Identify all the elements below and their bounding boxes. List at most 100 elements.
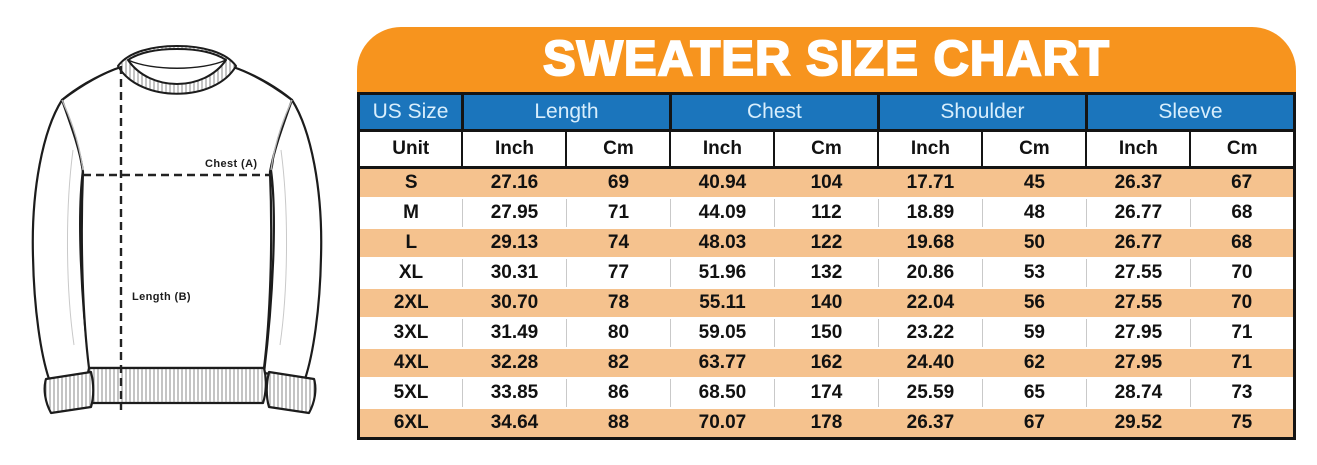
unit-header-cell: Cm <box>773 129 880 169</box>
measurement-cell: 27.55 <box>1086 257 1191 288</box>
measurement-cell: 55.11 <box>670 286 775 320</box>
measurement-cell: 26.37 <box>1086 166 1191 199</box>
measurement-cell: 29.13 <box>462 226 567 259</box>
left-cuff <box>43 370 95 415</box>
size-row: M 27.95 71 44.09 112 18.89 48 26.77 68 <box>358 197 1295 228</box>
size-cell: 6XL <box>358 407 463 440</box>
measurement-cell: 69 <box>566 166 671 199</box>
col-group-chest: Chest <box>668 92 880 132</box>
collar <box>117 45 237 95</box>
measurement-cell: 26.37 <box>878 407 983 440</box>
size-cell: 5XL <box>358 378 463 409</box>
measurement-cell: 122 <box>774 226 879 259</box>
unit-header-cell: Cm <box>981 129 1088 169</box>
cuffs <box>43 370 317 415</box>
unit-header-cell: Unit <box>357 129 464 169</box>
measurement-lines <box>83 66 272 410</box>
measurement-cell: 27.95 <box>1086 318 1191 349</box>
measurement-cell: 178 <box>774 407 879 440</box>
measurement-cell: 29.52 <box>1086 407 1191 440</box>
measurement-cell: 112 <box>774 197 879 228</box>
measurement-cell: 70 <box>1190 286 1295 320</box>
unit-header-cell: Inch <box>1085 129 1192 169</box>
measurement-cell: 48.03 <box>670 226 775 259</box>
size-row: 6XL 34.64 88 70.07 178 26.37 67 29.52 75 <box>358 407 1295 440</box>
right-cuff <box>265 370 317 415</box>
size-table: US Size Length Chest Shoulder Sleeve Uni… <box>357 92 1297 440</box>
measurement-cell: 70.07 <box>670 407 775 440</box>
col-group-us-size: US Size <box>357 92 464 132</box>
column-group-row: US Size Length Chest Shoulder Sleeve <box>357 92 1297 132</box>
sweater-svg: Chest (A) Length (B) <box>31 45 323 415</box>
measurement-cell: 50 <box>982 226 1087 259</box>
measurement-cell: 68 <box>1190 197 1295 228</box>
col-group-length: Length <box>460 92 672 132</box>
measurement-cell: 86 <box>566 378 671 409</box>
measurement-cell: 74 <box>566 226 671 259</box>
measurement-cell: 67 <box>982 407 1087 440</box>
measurement-cell: 63.77 <box>670 347 775 380</box>
size-cell: S <box>358 166 463 199</box>
measurement-cell: 65 <box>982 378 1087 409</box>
col-group-shoulder: Shoulder <box>876 92 1088 132</box>
measurement-cell: 25.59 <box>878 378 983 409</box>
measurement-cell: 18.89 <box>878 197 983 228</box>
page-title: SWEATER SIZE CHART <box>542 31 1110 87</box>
measurement-cell: 150 <box>774 318 879 349</box>
size-cell: M <box>358 197 463 228</box>
measurement-cell: 45 <box>982 166 1087 199</box>
measurement-cell: 33.85 <box>462 378 567 409</box>
size-row: 4XL 32.28 82 63.77 162 24.40 62 27.95 71 <box>358 347 1295 380</box>
measurement-cell: 104 <box>774 166 879 199</box>
size-row: 2XL 30.70 78 55.11 140 22.04 56 27.55 70 <box>358 286 1295 320</box>
size-cell: 4XL <box>358 347 463 380</box>
unit-header-row: Unit Inch Cm Inch Cm Inch Cm Inch Cm <box>357 129 1296 169</box>
size-row: 5XL 33.85 86 68.50 174 25.59 65 28.74 73 <box>358 378 1295 409</box>
sweater-body <box>60 65 294 370</box>
seam-lines <box>61 99 293 346</box>
size-cell: L <box>358 226 463 259</box>
unit-header-cell: Inch <box>877 129 984 169</box>
measurement-cell: 19.68 <box>878 226 983 259</box>
size-row: 3XL 31.49 80 59.05 150 23.22 59 27.95 71 <box>358 318 1295 349</box>
measurement-cell: 17.71 <box>878 166 983 199</box>
measurement-cell: 71 <box>1190 347 1295 380</box>
size-cell: XL <box>358 257 463 288</box>
measurement-cell: 30.70 <box>462 286 567 320</box>
measurement-cell: 70 <box>1190 257 1295 288</box>
measurement-cell: 162 <box>774 347 879 380</box>
measurement-cell: 27.95 <box>1086 347 1191 380</box>
size-row: S 27.16 69 40.94 104 17.71 45 26.37 67 <box>358 166 1295 199</box>
measurement-cell: 88 <box>566 407 671 440</box>
unit-header-cell: Cm <box>1189 129 1296 169</box>
measurement-cell: 68 <box>1190 226 1295 259</box>
unit-header-cell: Inch <box>669 129 776 169</box>
unit-header-cell: Inch <box>461 129 568 169</box>
measurement-cell: 174 <box>774 378 879 409</box>
measurement-cell: 67 <box>1190 166 1295 199</box>
unit-header-cell: Cm <box>565 129 672 169</box>
size-cell: 3XL <box>358 318 463 349</box>
measurement-cell: 23.22 <box>878 318 983 349</box>
measurement-cell: 75 <box>1190 407 1295 440</box>
size-cell: 2XL <box>358 286 463 320</box>
col-group-sleeve: Sleeve <box>1084 92 1297 132</box>
measurement-cell: 20.86 <box>878 257 983 288</box>
hem-band <box>86 366 267 405</box>
measurement-cell: 132 <box>774 257 879 288</box>
measurement-cell: 31.49 <box>462 318 567 349</box>
measurement-cell: 78 <box>566 286 671 320</box>
chest-label: Chest (A) <box>205 158 258 170</box>
size-row: XL 30.31 77 51.96 132 20.86 53 27.55 70 <box>358 257 1295 288</box>
size-row: L 29.13 74 48.03 122 19.68 50 26.77 68 <box>358 226 1295 259</box>
title-banner: SWEATER SIZE CHART <box>357 27 1296 92</box>
measurement-cell: 30.31 <box>462 257 567 288</box>
measurement-cell: 53 <box>982 257 1087 288</box>
measurement-cell: 59.05 <box>670 318 775 349</box>
measurement-cell: 59 <box>982 318 1087 349</box>
measurement-cell: 62 <box>982 347 1087 380</box>
measurement-cell: 80 <box>566 318 671 349</box>
measurement-cell: 27.95 <box>462 197 567 228</box>
measurement-cell: 82 <box>566 347 671 380</box>
